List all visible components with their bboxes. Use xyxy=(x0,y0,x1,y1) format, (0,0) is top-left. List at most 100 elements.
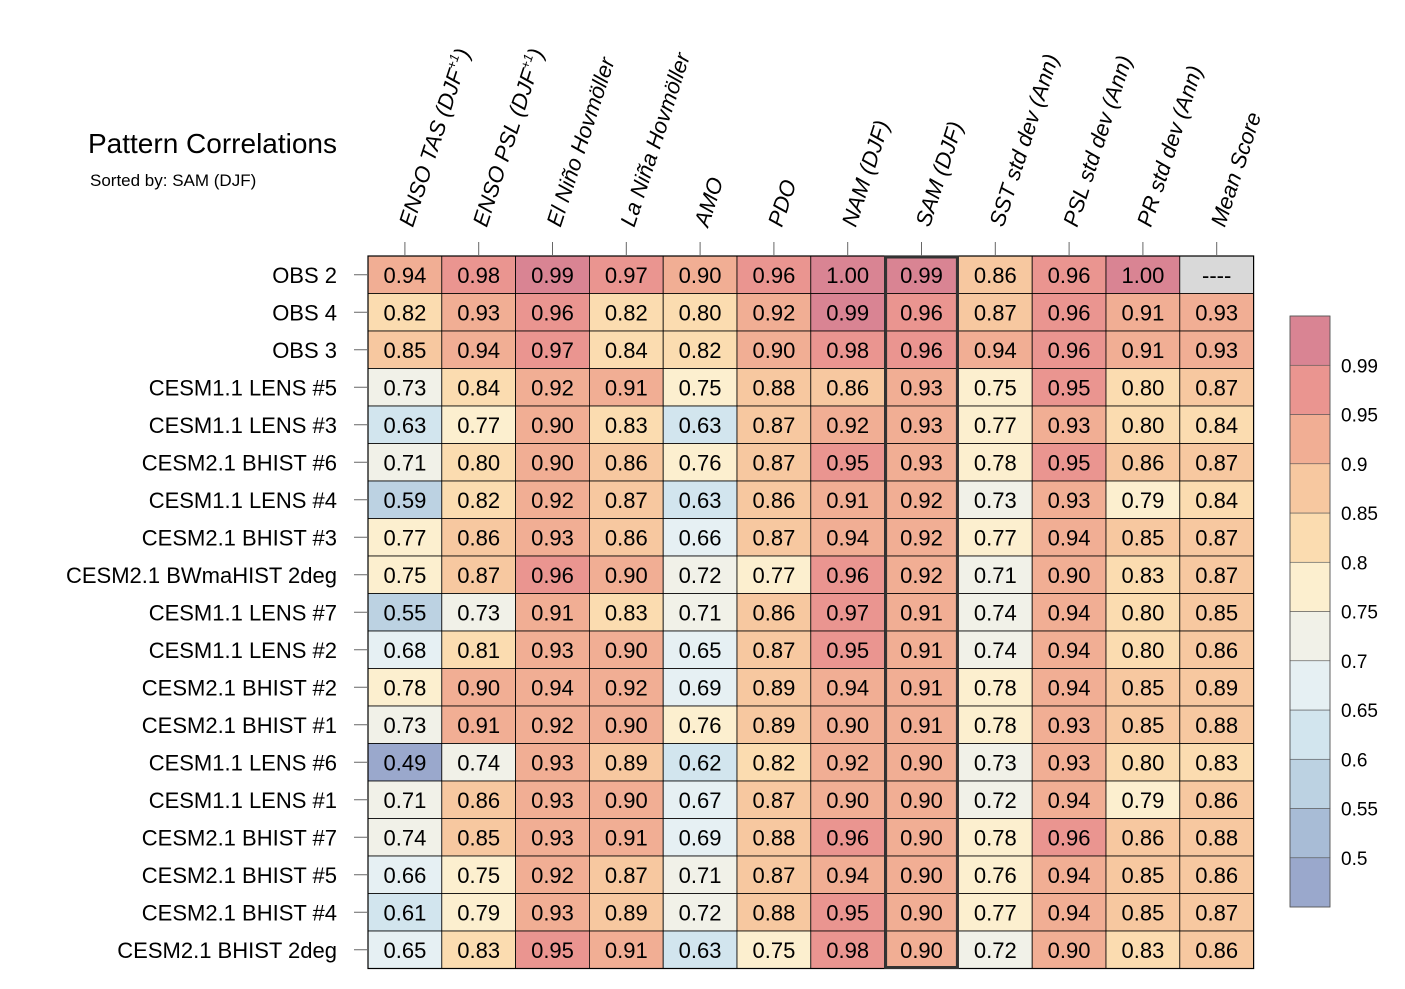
colorbar-segment xyxy=(1289,561,1331,612)
cell-value: 0.86 xyxy=(1121,825,1164,850)
row-label: CESM2.1 BHIST #6 xyxy=(142,450,337,475)
cell-value: 0.74 xyxy=(974,600,1017,625)
cell-value: 0.86 xyxy=(826,375,869,400)
heatmap-cell xyxy=(810,330,885,369)
cell-value: 0.86 xyxy=(605,525,648,550)
cell-value: 0.93 xyxy=(457,300,500,325)
cell-value: 0.88 xyxy=(1195,825,1238,850)
cell-value: 0.93 xyxy=(1195,338,1238,363)
colorbar-segment xyxy=(1289,808,1331,859)
cell-value: 0.93 xyxy=(531,900,574,925)
cell-value: 0.91 xyxy=(605,375,648,400)
heatmap-cell xyxy=(1105,930,1181,969)
colorbar-tick-label: 0.85 xyxy=(1341,504,1378,525)
heatmap-cell xyxy=(662,518,738,557)
row-label: OBS 4 xyxy=(272,300,337,325)
cell-value: 0.63 xyxy=(383,413,426,438)
row-label: CESM1.1 LENS #2 xyxy=(149,638,337,663)
cell-value: 0.95 xyxy=(826,450,869,475)
cell-value: 0.85 xyxy=(1121,525,1164,550)
cell-value: 0.90 xyxy=(1048,938,1091,963)
heatmap-cell xyxy=(1031,518,1107,557)
cell-value: 0.93 xyxy=(531,788,574,813)
heatmap-cell xyxy=(367,705,443,744)
heatmap-cell xyxy=(662,405,738,444)
heatmap-cell xyxy=(1031,593,1107,632)
heatmap-cell xyxy=(1179,705,1255,744)
cell-value: 0.80 xyxy=(1121,413,1164,438)
heatmap-cell xyxy=(810,518,885,557)
colorbar-tick-label: 0.7 xyxy=(1341,652,1367,673)
heatmap-cell xyxy=(1031,780,1107,819)
cell-value: 0.93 xyxy=(900,450,943,475)
colorbar-tick-label: 0.99 xyxy=(1341,356,1378,377)
cell-value: 0.92 xyxy=(826,750,869,775)
heatmap-cell xyxy=(958,930,1033,969)
cell-value: 0.92 xyxy=(605,675,648,700)
colorbar-segment xyxy=(1289,315,1331,366)
cell-value: 0.94 xyxy=(1048,900,1091,925)
heatmap-cell xyxy=(367,855,443,894)
cell-value: 0.85 xyxy=(457,825,500,850)
cell-value: 0.90 xyxy=(1048,563,1091,588)
heatmap-cell xyxy=(736,405,812,444)
cell-value: 0.96 xyxy=(1048,825,1091,850)
colorbar-segment xyxy=(1289,512,1331,563)
cell-value: 0.96 xyxy=(1048,263,1091,288)
cell-value: 0.86 xyxy=(1195,938,1238,963)
heatmap-cell xyxy=(810,668,885,707)
heatmap-cell xyxy=(1105,705,1181,744)
cell-value: 0.76 xyxy=(974,863,1017,888)
heatmap-cell xyxy=(515,705,590,744)
cell-value: 0.63 xyxy=(679,488,722,513)
cell-value: 0.86 xyxy=(457,788,500,813)
cell-value: 0.89 xyxy=(752,713,795,738)
cell-value: 0.84 xyxy=(605,338,648,363)
heatmap-cell xyxy=(515,555,590,594)
cell-value: 0.73 xyxy=(974,750,1017,775)
cell-value: 0.94 xyxy=(1048,525,1091,550)
heatmap-cell xyxy=(367,555,443,594)
cell-value: 0.94 xyxy=(826,863,869,888)
heatmap-cell xyxy=(810,293,885,332)
cell-value: 0.88 xyxy=(1195,713,1238,738)
heatmap-cells: 0.94 0.98 0.99 0.97 0.90 0.96 1.00 0.99 0.86 0.96… xyxy=(367,255,1255,970)
cell-value: 0.84 xyxy=(457,375,500,400)
cell-value: 0.90 xyxy=(605,638,648,663)
heatmap-cell xyxy=(958,893,1033,932)
heatmap-cell xyxy=(1105,480,1181,519)
heatmap-cell xyxy=(1105,743,1181,782)
cell-value: 0.95 xyxy=(826,900,869,925)
cell-value: 0.90 xyxy=(531,413,574,438)
cell-value: 0.86 xyxy=(457,525,500,550)
colorbar-segment xyxy=(1289,758,1331,809)
heatmap-cell xyxy=(441,555,516,594)
heatmap-cell xyxy=(441,255,516,294)
heatmap-cell xyxy=(589,293,664,332)
heatmap-cell xyxy=(515,368,590,407)
heatmap-cell xyxy=(589,593,664,632)
heatmap-cell xyxy=(589,743,664,782)
cell-value: 0.92 xyxy=(531,863,574,888)
colorbar-segment xyxy=(1289,660,1331,711)
cell-value: 0.89 xyxy=(605,750,648,775)
heatmap-cell xyxy=(736,705,812,744)
heatmap-cell xyxy=(441,818,516,857)
cell-value: 0.87 xyxy=(457,563,500,588)
heatmap-cell xyxy=(589,368,664,407)
heatmap-cell xyxy=(1105,630,1181,669)
heatmap-cell xyxy=(441,405,516,444)
sorted-column-highlight xyxy=(884,255,959,969)
heatmap-cell xyxy=(367,743,443,782)
heatmap-cell xyxy=(884,293,959,332)
cell-value: 0.74 xyxy=(974,638,1017,663)
cell-value: 0.75 xyxy=(383,563,426,588)
cell-value: 0.73 xyxy=(974,488,1017,513)
cell-value: 0.49 xyxy=(383,750,426,775)
heatmap-cell xyxy=(662,930,738,969)
cell-value: 0.65 xyxy=(679,638,722,663)
heatmap-cell xyxy=(884,630,959,669)
heatmap-cell xyxy=(367,255,443,294)
heatmap-cell xyxy=(1179,930,1255,969)
heatmap-cell xyxy=(810,480,885,519)
